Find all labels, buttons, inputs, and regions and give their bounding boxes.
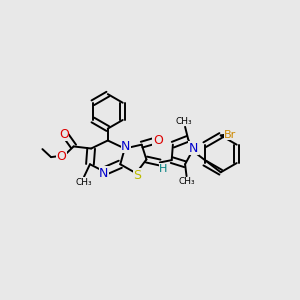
- Text: O: O: [56, 150, 66, 163]
- Text: O: O: [153, 134, 163, 147]
- Text: CH₃: CH₃: [76, 178, 92, 187]
- Text: N: N: [99, 167, 109, 180]
- Text: Br: Br: [224, 130, 236, 140]
- Text: N: N: [121, 140, 130, 153]
- Text: CH₃: CH₃: [178, 177, 195, 186]
- Text: S: S: [133, 169, 141, 182]
- Text: O: O: [59, 128, 69, 141]
- Text: N: N: [189, 142, 198, 155]
- Text: CH₃: CH₃: [175, 117, 192, 126]
- Text: H: H: [159, 164, 168, 174]
